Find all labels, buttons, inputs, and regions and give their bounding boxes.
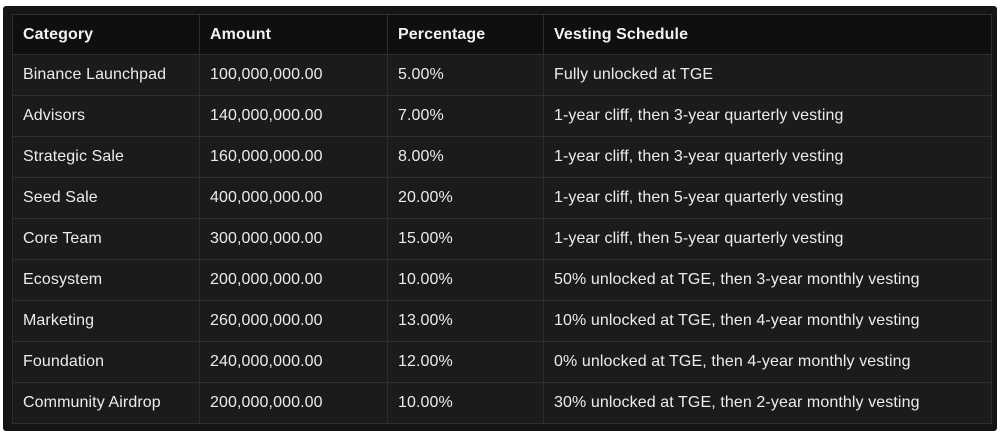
cell-vesting-schedule: 0% unlocked at TGE, then 4-year monthly … bbox=[543, 341, 992, 383]
table-row: Marketing 260,000,000.00 13.00% 10% unlo… bbox=[12, 300, 992, 342]
table-row: Foundation 240,000,000.00 12.00% 0% unlo… bbox=[12, 341, 992, 383]
table-body: Binance Launchpad 100,000,000.00 5.00% F… bbox=[12, 54, 992, 424]
cell-category: Binance Launchpad bbox=[12, 54, 200, 96]
cell-vesting-schedule: 50% unlocked at TGE, then 3-year monthly… bbox=[543, 259, 992, 301]
cell-category: Marketing bbox=[12, 300, 200, 342]
table-row: Ecosystem 200,000,000.00 10.00% 50% unlo… bbox=[12, 259, 992, 301]
cell-vesting-schedule: 30% unlocked at TGE, then 2-year monthly… bbox=[543, 382, 992, 424]
cell-percentage: 7.00% bbox=[387, 95, 544, 137]
cell-vesting-schedule: Fully unlocked at TGE bbox=[543, 54, 992, 96]
cell-vesting-schedule: 1-year cliff, then 5-year quarterly vest… bbox=[543, 177, 992, 219]
cell-amount: 200,000,000.00 bbox=[199, 259, 388, 301]
cell-vesting-schedule: 1-year cliff, then 3-year quarterly vest… bbox=[543, 136, 992, 178]
cell-amount: 160,000,000.00 bbox=[199, 136, 388, 178]
table-row: Binance Launchpad 100,000,000.00 5.00% F… bbox=[12, 54, 992, 96]
cell-percentage: 12.00% bbox=[387, 341, 544, 383]
table-row: Advisors 140,000,000.00 7.00% 1-year cli… bbox=[12, 95, 992, 137]
cell-percentage: 15.00% bbox=[387, 218, 544, 260]
header-amount: Amount bbox=[199, 14, 388, 55]
cell-vesting-schedule: 1-year cliff, then 5-year quarterly vest… bbox=[543, 218, 992, 260]
cell-percentage: 10.00% bbox=[387, 382, 544, 424]
cell-amount: 260,000,000.00 bbox=[199, 300, 388, 342]
cell-amount: 100,000,000.00 bbox=[199, 54, 388, 96]
cell-category: Community Airdrop bbox=[12, 382, 200, 424]
cell-category: Strategic Sale bbox=[12, 136, 200, 178]
cell-category: Core Team bbox=[12, 218, 200, 260]
table-row: Core Team 300,000,000.00 15.00% 1-year c… bbox=[12, 218, 992, 260]
header-percentage: Percentage bbox=[387, 14, 544, 55]
cell-percentage: 13.00% bbox=[387, 300, 544, 342]
table-row: Strategic Sale 160,000,000.00 8.00% 1-ye… bbox=[12, 136, 992, 178]
header-category: Category bbox=[12, 14, 200, 55]
cell-vesting-schedule: 10% unlocked at TGE, then 4-year monthly… bbox=[543, 300, 992, 342]
header-row: Category Amount Percentage Vesting Sched… bbox=[12, 14, 992, 55]
cell-vesting-schedule: 1-year cliff, then 3-year quarterly vest… bbox=[543, 95, 992, 137]
cell-percentage: 5.00% bbox=[387, 54, 544, 96]
table-row: Community Airdrop 200,000,000.00 10.00% … bbox=[12, 382, 992, 424]
cell-amount: 240,000,000.00 bbox=[199, 341, 388, 383]
token-allocation-table: Category Amount Percentage Vesting Sched… bbox=[12, 14, 992, 424]
table-header: Category Amount Percentage Vesting Sched… bbox=[12, 14, 992, 55]
header-vesting-schedule: Vesting Schedule bbox=[543, 14, 992, 55]
cell-amount: 400,000,000.00 bbox=[199, 177, 388, 219]
cell-percentage: 10.00% bbox=[387, 259, 544, 301]
cell-amount: 200,000,000.00 bbox=[199, 382, 388, 424]
cell-category: Ecosystem bbox=[12, 259, 200, 301]
cell-category: Seed Sale bbox=[12, 177, 200, 219]
cell-amount: 140,000,000.00 bbox=[199, 95, 388, 137]
cell-percentage: 20.00% bbox=[387, 177, 544, 219]
cell-category: Advisors bbox=[12, 95, 200, 137]
cell-amount: 300,000,000.00 bbox=[199, 218, 388, 260]
table-container: Category Amount Percentage Vesting Sched… bbox=[3, 6, 997, 431]
cell-category: Foundation bbox=[12, 341, 200, 383]
cell-percentage: 8.00% bbox=[387, 136, 544, 178]
table-row: Seed Sale 400,000,000.00 20.00% 1-year c… bbox=[12, 177, 992, 219]
